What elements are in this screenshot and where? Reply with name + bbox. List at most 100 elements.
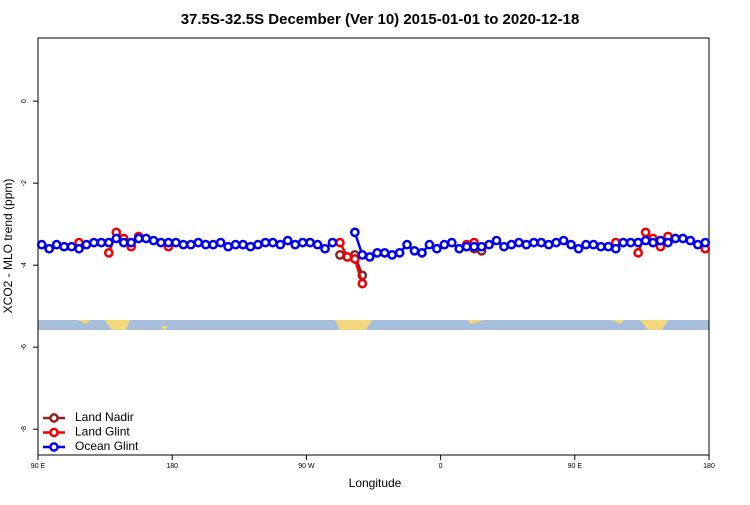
data-point — [178, 239, 189, 250]
data-point — [640, 227, 651, 238]
data-point — [625, 237, 636, 248]
data-point — [558, 235, 569, 246]
data-point — [521, 239, 532, 250]
data-point — [476, 241, 487, 252]
data-point — [655, 235, 666, 246]
data-point — [230, 239, 241, 250]
data-point — [357, 278, 368, 289]
data-point — [372, 248, 383, 258]
data-point — [103, 237, 114, 248]
data-point — [335, 237, 345, 248]
data-point — [439, 239, 450, 250]
data-point — [215, 237, 226, 248]
data-point — [171, 237, 181, 248]
data-point — [141, 233, 151, 244]
x-tick-label: 90 E — [568, 463, 583, 470]
data-point — [633, 248, 644, 258]
data-point — [305, 237, 315, 248]
data-point — [588, 239, 599, 250]
legend-marker — [49, 427, 59, 438]
data-point — [133, 233, 144, 244]
data-point — [200, 239, 211, 250]
x-tick-label: 90 W — [298, 463, 315, 470]
data-point — [126, 237, 137, 248]
data-point — [357, 250, 368, 260]
data-point — [663, 237, 673, 248]
data-point — [603, 241, 614, 252]
data-point — [499, 241, 509, 252]
data-point — [312, 239, 323, 250]
data-point — [268, 237, 278, 248]
data-point — [700, 237, 711, 248]
data-point — [66, 241, 77, 252]
data-point — [581, 239, 591, 250]
data-point — [678, 233, 688, 244]
y-tick-label: -8 — [21, 426, 28, 432]
data-point — [185, 239, 196, 250]
data-point — [610, 243, 621, 254]
data-point — [156, 237, 166, 248]
data-point — [394, 248, 405, 258]
data-point — [350, 227, 360, 238]
data-point — [282, 235, 293, 246]
data-point — [409, 245, 420, 256]
data-point — [484, 239, 494, 250]
data-point — [118, 237, 129, 248]
data-point — [566, 239, 576, 250]
data-point — [245, 241, 256, 252]
legend-marker — [49, 442, 59, 452]
data-point — [648, 237, 658, 248]
data-point — [432, 243, 442, 254]
data-point — [163, 237, 174, 248]
y-tick-label: -6 — [21, 344, 28, 350]
data-point — [692, 239, 703, 250]
legend-marker — [49, 413, 59, 423]
data-point — [297, 237, 308, 248]
y-tick-label: 0 — [21, 99, 28, 103]
y-tick-label: -2 — [21, 180, 28, 186]
data-point — [536, 237, 547, 248]
x-tick-label: 180 — [166, 463, 178, 470]
data-point — [193, 237, 204, 248]
data-point — [74, 243, 84, 254]
data-point — [446, 237, 457, 248]
data-point — [44, 243, 55, 254]
x-axis-label: Longitude — [349, 476, 402, 490]
data-point — [618, 237, 629, 248]
data-point — [670, 233, 681, 244]
data-point — [81, 239, 92, 250]
land-mask — [38, 320, 709, 330]
data-point — [253, 239, 263, 250]
data-point — [335, 250, 345, 260]
data-point — [148, 235, 159, 246]
data-point — [454, 243, 465, 254]
legend-label: Ocean Glint — [75, 439, 139, 453]
data-point — [103, 248, 114, 258]
y-axis-label: XCO2 - MLO trend (ppm) — [1, 179, 15, 314]
data-point — [506, 239, 517, 250]
data-point — [89, 237, 99, 248]
data-point — [36, 239, 47, 250]
data-point — [461, 241, 472, 252]
y-tick-label: -4 — [21, 262, 28, 268]
data-point — [543, 239, 554, 250]
chart-title: 37.5S-32.5S December (Ver 10) 2015-01-01… — [181, 11, 580, 28]
data-point — [51, 239, 62, 250]
data-point — [596, 241, 606, 252]
data-point — [275, 239, 286, 250]
data-point — [573, 243, 584, 254]
x-tick-label: 90 E — [31, 463, 46, 470]
data-point — [424, 239, 435, 250]
data-point — [491, 235, 502, 246]
data-point — [342, 252, 353, 262]
data-point — [59, 241, 69, 252]
data-point — [387, 250, 397, 260]
data-point — [238, 239, 248, 250]
data-point — [111, 233, 122, 244]
data-point — [208, 239, 219, 250]
data-point — [223, 241, 233, 252]
data-point — [640, 235, 651, 246]
data-point — [633, 237, 644, 248]
data-point — [551, 237, 562, 248]
